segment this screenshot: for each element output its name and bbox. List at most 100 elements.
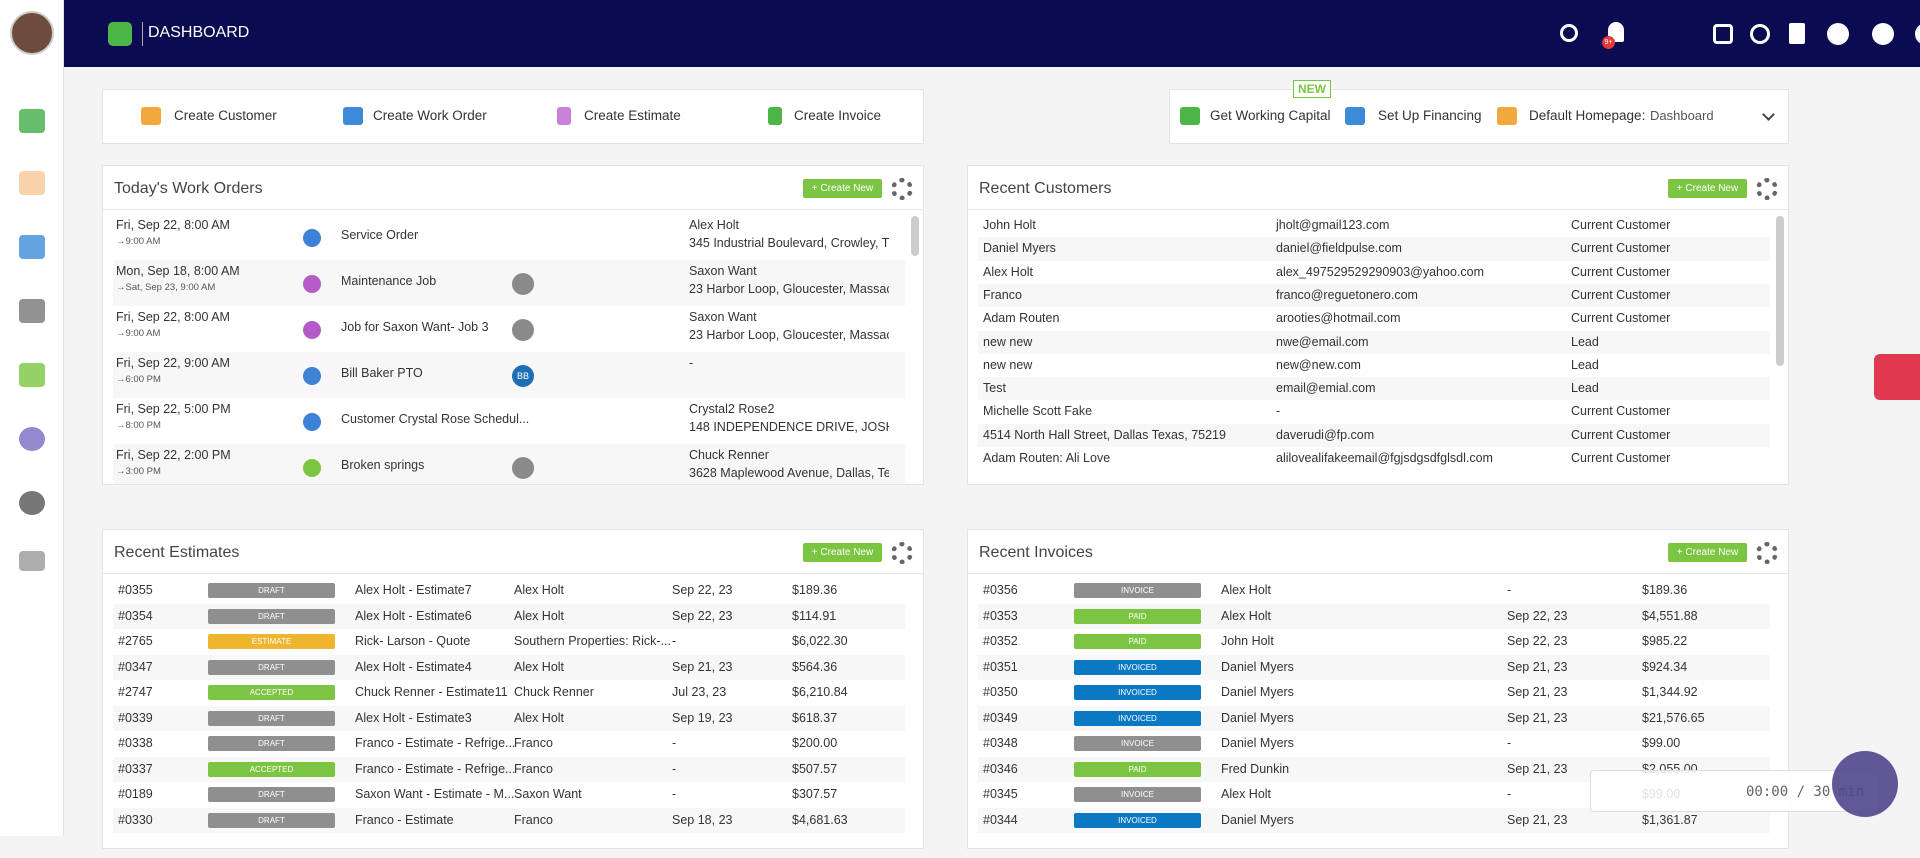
name: Daniel Myers — [983, 241, 1056, 256]
end: →Sat, Sep 23, 9:00 AM — [116, 282, 216, 293]
status: Lead — [1571, 334, 1599, 349]
nav-team[interactable] — [19, 427, 45, 451]
table-row[interactable]: #0354 DRAFT Alex Holt - Estimate6 Alex Holt… — [113, 603, 905, 629]
nav-invoices[interactable] — [19, 363, 45, 387]
start: Mon, Sep 18, 8:00 AM — [116, 264, 240, 278]
nav-settings[interactable] — [19, 491, 45, 515]
settings-icon[interactable] — [1756, 542, 1778, 564]
nav-home[interactable] — [19, 109, 45, 133]
icon — [1345, 107, 1365, 125]
table-row[interactable]: Adam Routen: Ali Love alilovealifakeemail… — [978, 447, 1770, 471]
create-new-button[interactable]: + Create New — [803, 543, 882, 562]
table-row[interactable]: Fri, Sep 22, 9:00 AM →6:00 PM Bill Baker P… — [113, 352, 905, 398]
nav-menu[interactable] — [19, 551, 45, 571]
table-row[interactable]: #0337 ACCEPTED Franco - Estimate - Refrige… — [113, 756, 905, 782]
table-row[interactable]: #0189 DRAFT Saxon Want - Estimate - M... Sa… — [113, 782, 905, 808]
table-row[interactable]: #0348 INVOICE Daniel Myers - $99.00 — [978, 731, 1770, 757]
table-row[interactable]: #0338 DRAFT Franco - Estimate - Refrige...… — [113, 731, 905, 757]
help-icon[interactable] — [1872, 23, 1894, 45]
id: #0353 — [983, 608, 1018, 623]
create-new-button[interactable]: + Create New — [1668, 543, 1747, 562]
table-row[interactable]: #2747 ACCEPTED Chuck Renner - Estimate11 Ch… — [113, 680, 905, 706]
sync-icon[interactable] — [1750, 24, 1770, 44]
settings-icon[interactable] — [1756, 178, 1778, 200]
icon — [557, 107, 571, 125]
table-row[interactable]: Test email@emial.com Lead — [978, 377, 1770, 401]
nav-customers[interactable] — [19, 171, 45, 195]
nav-jobs[interactable] — [19, 299, 45, 323]
id: #0352 — [983, 634, 1018, 648]
table-row[interactable]: #0339 DRAFT Alex Holt - Estimate3 Alex Holt… — [113, 705, 905, 731]
table-row[interactable]: #0350 INVOICED Daniel Myers Sep 21, 23 $1,34… — [978, 680, 1770, 706]
nav-calendar[interactable] — [19, 235, 45, 259]
user-avatar[interactable] — [10, 11, 54, 55]
name: Alex Holt — [983, 264, 1034, 279]
amount: $564.36 — [792, 659, 838, 674]
amount: $6,210.84 — [792, 685, 848, 699]
table-row[interactable]: #0351 INVOICED Daniel Myers Sep 21, 23 $924.… — [978, 654, 1770, 680]
status: Current Customer — [1571, 241, 1671, 256]
working-capital[interactable]: Get Working Capital — [1210, 108, 1331, 123]
date: Sep 22, 23 — [1507, 634, 1568, 648]
table-row[interactable]: #0352 PAID John Holt Sep 22, 23 $985.22 — [978, 629, 1770, 655]
table-row[interactable]: Fri, Sep 22, 5:00 PM →8:00 PM Customer Cry… — [113, 398, 905, 444]
homepage-label: Default Homepage: — [1529, 108, 1646, 123]
table-row[interactable]: John Holt jholt@gmail123.com Current Custo… — [978, 214, 1770, 238]
amount: $200.00 — [792, 736, 838, 750]
add-icon[interactable] — [1827, 23, 1849, 45]
side-widget[interactable] — [1874, 354, 1920, 400]
table-row[interactable]: #0356 INVOICE Alex Holt - $189.36 — [978, 578, 1770, 604]
table-row[interactable]: Franco franco@reguetonero.com Current Cust… — [978, 283, 1770, 308]
create-customer[interactable]: Create Customer — [174, 108, 277, 123]
status: PAID — [1074, 761, 1201, 777]
table-row[interactable]: #0330 DRAFT Franco - Estimate Franco Sep 18,… — [113, 807, 905, 833]
date: Sep 21, 23 — [1507, 761, 1568, 776]
date: Sep 21, 23 — [1507, 812, 1568, 827]
homepage-select[interactable]: Dashboard — [1650, 108, 1714, 123]
create-new-button[interactable]: + Create New — [1668, 179, 1747, 198]
tasks-icon[interactable] — [1713, 24, 1733, 44]
settings-icon[interactable] — [891, 178, 913, 200]
table-row[interactable]: Fri, Sep 22, 8:00 AM →9:00 AM Service Orde… — [113, 214, 905, 260]
address: 345 Industrial Boulevard, Crowley, T... — [689, 236, 889, 250]
top-right-actions: NEW Get Working Capital Set Up Financing… — [1169, 80, 1789, 144]
amount: $507.57 — [792, 761, 838, 776]
table-row[interactable]: Alex Holt alex_497529529290903@yahoo.com C… — [978, 260, 1770, 284]
date: Sep 22, 23 — [672, 608, 733, 623]
table-row[interactable]: Fri, Sep 22, 8:00 AM →9:00 AM Job for Saxo… — [113, 306, 905, 352]
table-row[interactable]: Michelle Scott Fake - Current Customer — [978, 400, 1770, 424]
dropdown-arrow[interactable] — [1762, 108, 1775, 121]
title: Alex Holt - Estimate7 — [355, 583, 472, 597]
create-new-button[interactable]: + Create New — [803, 179, 882, 198]
client: Chuck Renner — [514, 685, 594, 699]
logo[interactable] — [108, 22, 132, 46]
table-row[interactable]: Fri, Sep 22, 2:00 PM →3:00 PM Broken sprin… — [113, 444, 905, 484]
account-icon[interactable] — [1915, 23, 1920, 45]
financing[interactable]: Set Up Financing — [1378, 108, 1482, 123]
table-row[interactable]: new new nwe@email.com Lead — [978, 330, 1770, 354]
start: Fri, Sep 22, 2:00 PM — [116, 448, 231, 462]
table-row[interactable]: #2765 ESTIMATE Rick- Larson - Quote Souther… — [113, 629, 905, 655]
create-work-order[interactable]: Create Work Order — [373, 108, 487, 123]
table-row[interactable]: Mon, Sep 18, 8:00 AM →Sat, Sep 23, 9:00 A… — [113, 260, 905, 306]
id: #0346 — [983, 761, 1018, 776]
table-row[interactable]: #0353 PAID Alex Holt Sep 22, 23 $4,551.88 — [978, 603, 1770, 629]
table-row[interactable]: 4514 North Hall Street, Dallas Texas, 75… — [978, 423, 1770, 447]
assignee-photo — [512, 457, 534, 479]
table-row[interactable]: #0349 INVOICED Daniel Myers Sep 21, 23 $21,5… — [978, 705, 1770, 731]
table-row[interactable]: #0347 DRAFT Alex Holt - Estimate4 Alex Holt… — [113, 654, 905, 680]
docs-icon[interactable] — [1789, 23, 1805, 44]
create-invoice[interactable]: Create Invoice — [794, 108, 882, 123]
assignee-photo — [512, 319, 534, 341]
table-row[interactable]: new new new@new.com Lead — [978, 353, 1770, 378]
search-icon[interactable] — [1560, 24, 1578, 42]
date: - — [1507, 583, 1512, 597]
table-row[interactable]: Adam Routen arooties@hotmail.com Current C… — [978, 307, 1770, 331]
help-button[interactable] — [1832, 751, 1898, 817]
create-estimate[interactable]: Create Estimate — [584, 108, 681, 123]
amount: $307.57 — [792, 787, 838, 801]
table-row[interactable]: #0355 DRAFT Alex Holt - Estimate7 Alex Holt… — [113, 578, 905, 604]
name: Maintenance Job — [341, 274, 437, 288]
settings-icon[interactable] — [891, 542, 913, 564]
table-row[interactable]: Daniel Myers daniel@fieldpulse.com Current… — [978, 237, 1770, 261]
